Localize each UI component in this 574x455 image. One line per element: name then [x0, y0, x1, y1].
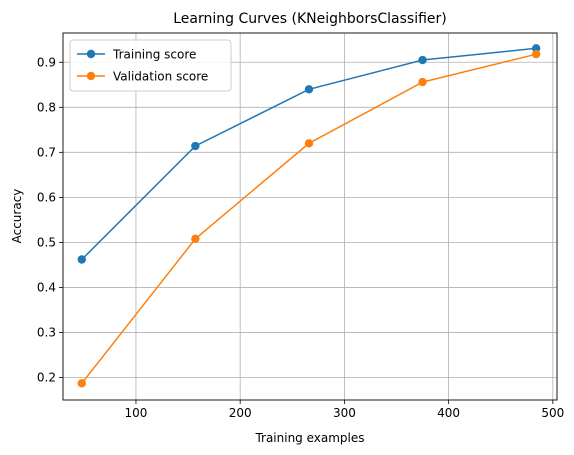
- legend-label-validation-score: Validation score: [113, 70, 208, 84]
- y-tick-label-4: 0.6: [37, 190, 56, 204]
- axis-ticks: 100 200 300 400 500 0.2 0.3 0.4 0.5 0.6 0.7 0.8 0.9: [37, 55, 564, 420]
- legend-marker-validation-score: [86, 71, 96, 81]
- data-point-validation-score-3: [418, 77, 427, 87]
- x-axis-label: Training examples: [254, 431, 364, 445]
- legend-marker-training-score: [86, 49, 96, 59]
- x-tick-label-1: 200: [229, 406, 252, 420]
- data-point-training-score-0: [77, 255, 86, 264]
- y-tick-label-1: 0.3: [37, 325, 56, 339]
- y-tick-label-5: 0.7: [37, 145, 56, 159]
- data-point-training-score-4: [531, 44, 541, 53]
- x-tick-label-2: 300: [333, 406, 356, 420]
- y-tick-label-3: 0.5: [37, 235, 56, 249]
- data-point-validation-score-4: [531, 49, 541, 59]
- data-point-training-score-2: [304, 85, 314, 94]
- y-tick-label-6: 0.8: [37, 100, 56, 114]
- y-axis-label: Accuracy: [10, 189, 24, 244]
- data-point-training-score-3: [418, 55, 427, 65]
- y-tick-label-2: 0.4: [37, 280, 56, 294]
- plot-frame: [62, 32, 558, 401]
- x-tick-label-3: 400: [437, 406, 460, 420]
- legend: Training score Validation score: [69, 39, 232, 92]
- data-point-validation-score-2: [304, 139, 314, 148]
- data-point-validation-score-1: [191, 234, 200, 243]
- data-point-validation-score-0: [77, 379, 86, 388]
- series-layer: [77, 44, 541, 388]
- series-validation-score: [77, 49, 541, 388]
- grid: [63, 33, 557, 400]
- data-point-training-score-1: [191, 141, 200, 151]
- legend-label-training-score: Training score: [112, 48, 196, 62]
- y-tick-label-0: 0.2: [37, 370, 56, 384]
- x-tick-label-0: 100: [125, 406, 148, 420]
- series-training-score: [77, 44, 541, 264]
- y-tick-label-7: 0.9: [37, 55, 56, 69]
- x-tick-label-4: 500: [541, 406, 564, 420]
- legend-frame: [69, 39, 232, 92]
- chart-title: Learning Curves (KNeighborsClassifier): [173, 11, 447, 27]
